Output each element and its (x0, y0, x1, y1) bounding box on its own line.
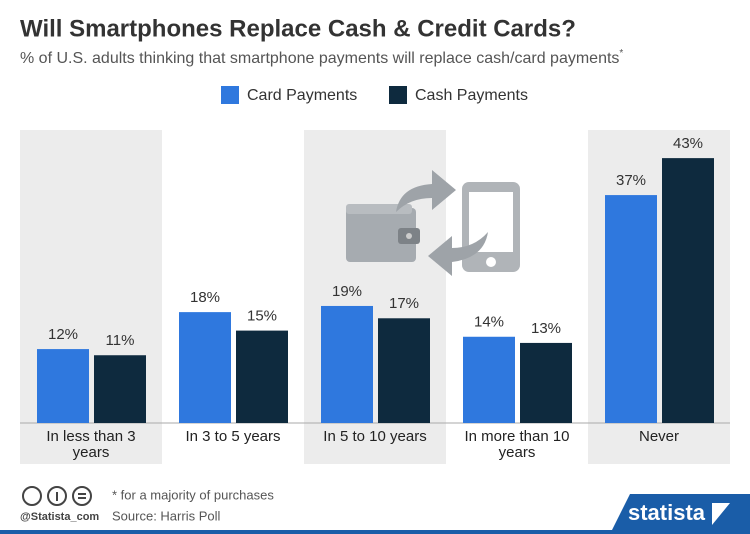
category-label: Never (638, 428, 679, 445)
value-label: 19% (332, 283, 362, 300)
category-label: In more than 10 years (464, 428, 570, 461)
legend-swatch (221, 86, 239, 104)
legend-swatch (389, 86, 407, 104)
category-label: In 5 to 10 years (323, 428, 427, 445)
bar (378, 318, 430, 423)
bar (236, 330, 288, 423)
brand-mark (712, 503, 730, 525)
value-label: 15% (247, 308, 277, 325)
handle: @Statista_com (20, 511, 99, 523)
legend-label: Card Payments (247, 87, 357, 104)
bar (37, 349, 89, 423)
bar (321, 305, 373, 423)
footnote: * for a majority of purchases (112, 487, 274, 502)
subtitle-note: * (619, 48, 623, 59)
bar (662, 158, 714, 423)
value-label: 13% (531, 320, 561, 337)
bar (179, 312, 231, 423)
payment-icon (346, 170, 520, 276)
legend-label: Cash Payments (415, 87, 528, 104)
chart-title: Will Smartphones Replace Cash & Credit C… (20, 15, 576, 42)
bar (520, 342, 572, 423)
bar (94, 355, 146, 423)
value-label: 18% (190, 289, 220, 306)
subtitle-text: % of U.S. adults thinking that smartphon… (20, 50, 619, 67)
bar (605, 195, 657, 423)
footer-strip (0, 530, 750, 534)
brand: statista (628, 500, 706, 525)
value-label: 11% (106, 332, 135, 349)
license-icons (22, 486, 92, 506)
value-label: 17% (389, 295, 419, 312)
subtitle: % of U.S. adults thinking that smartphon… (20, 48, 623, 68)
value-label: 43% (673, 135, 703, 152)
value-label: 37% (616, 172, 646, 189)
source: Source: Harris Poll (112, 508, 220, 523)
bar (463, 336, 515, 423)
category-label: In 3 to 5 years (185, 428, 281, 445)
value-label: 12% (48, 326, 78, 343)
category-label: In less than 3 years (46, 428, 136, 461)
value-label: 14% (474, 314, 504, 331)
